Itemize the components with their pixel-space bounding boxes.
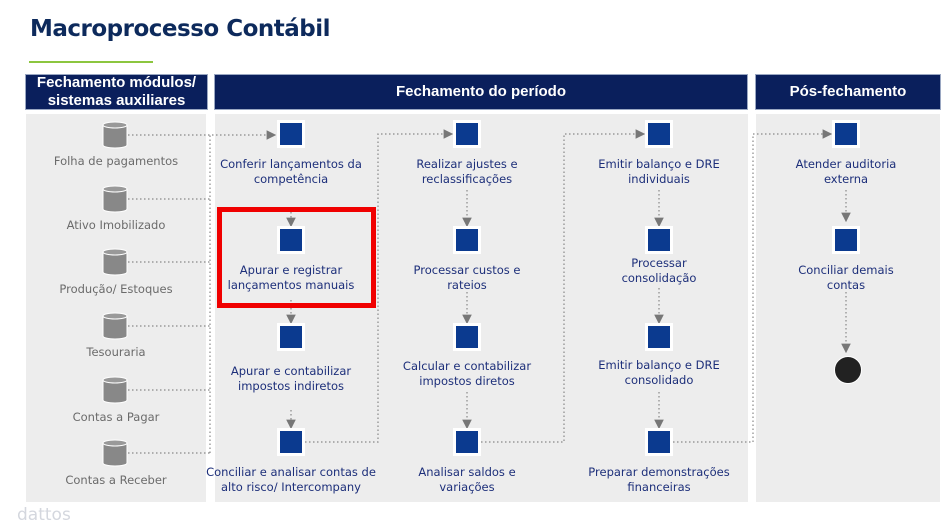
step-label: Apurar e registrar lançamentos manuais	[227, 263, 355, 292]
process-step	[645, 323, 673, 351]
process-step	[277, 120, 305, 148]
step-label: Processar consolidação	[621, 256, 697, 285]
database-icon	[102, 248, 128, 276]
panel-modules	[26, 114, 206, 502]
database-icon	[102, 185, 128, 213]
source-label: Contas a Receber	[65, 473, 167, 487]
process-step	[277, 226, 305, 254]
process-step	[645, 428, 673, 456]
source-label: Ativo Imobilizado	[66, 218, 166, 232]
end-node	[834, 356, 862, 384]
dattos-logo: dattos	[17, 505, 71, 525]
step-label: Atender auditoria externa	[795, 157, 897, 186]
step-label: Realizar ajustes e reclassificações	[416, 157, 518, 186]
database-icon	[102, 439, 128, 467]
page-title: Macroprocesso Contábil	[30, 16, 331, 42]
source-label: Produção/ Estoques	[59, 282, 173, 296]
source-label: Contas a Pagar	[72, 410, 160, 424]
process-step	[645, 120, 673, 148]
step-label: Emitir balanço e DRE individuais	[598, 157, 720, 186]
header-period-close: Fechamento do período	[214, 74, 748, 110]
process-step	[453, 120, 481, 148]
title-underline	[29, 61, 153, 63]
database-icon	[102, 376, 128, 404]
database-icon	[102, 121, 128, 149]
step-label: Conciliar e analisar contas de alto risc…	[206, 465, 376, 494]
step-label: Conferir lançamentos da competência	[220, 157, 362, 186]
step-label: Apurar e contabilizar impostos indiretos	[230, 364, 352, 393]
step-label: Processar custos e rateios	[413, 263, 521, 292]
process-step	[832, 226, 860, 254]
process-step	[453, 226, 481, 254]
database-icon	[102, 312, 128, 340]
step-label: Conciliar demais contas	[798, 263, 894, 292]
highlight-box	[217, 207, 376, 308]
process-step	[277, 323, 305, 351]
process-step	[645, 226, 673, 254]
source-label: Folha de pagamentos	[53, 154, 179, 168]
step-label: Analisar saldos e variações	[418, 465, 516, 494]
step-label: Preparar demonstrações financeiras	[588, 465, 730, 494]
source-label: Tesouraria	[86, 345, 146, 359]
process-step	[832, 120, 860, 148]
panel-post-close	[756, 114, 940, 502]
process-step	[453, 428, 481, 456]
process-step	[277, 428, 305, 456]
header-modules: Fechamento módulos/ sistemas auxiliares	[25, 74, 208, 110]
process-step	[453, 323, 481, 351]
step-label: Calcular e contabilizar impostos diretos	[402, 359, 532, 388]
header-post-close: Pós-fechamento	[755, 74, 941, 110]
step-label: Emitir balanço e DRE consolidado	[598, 358, 720, 387]
